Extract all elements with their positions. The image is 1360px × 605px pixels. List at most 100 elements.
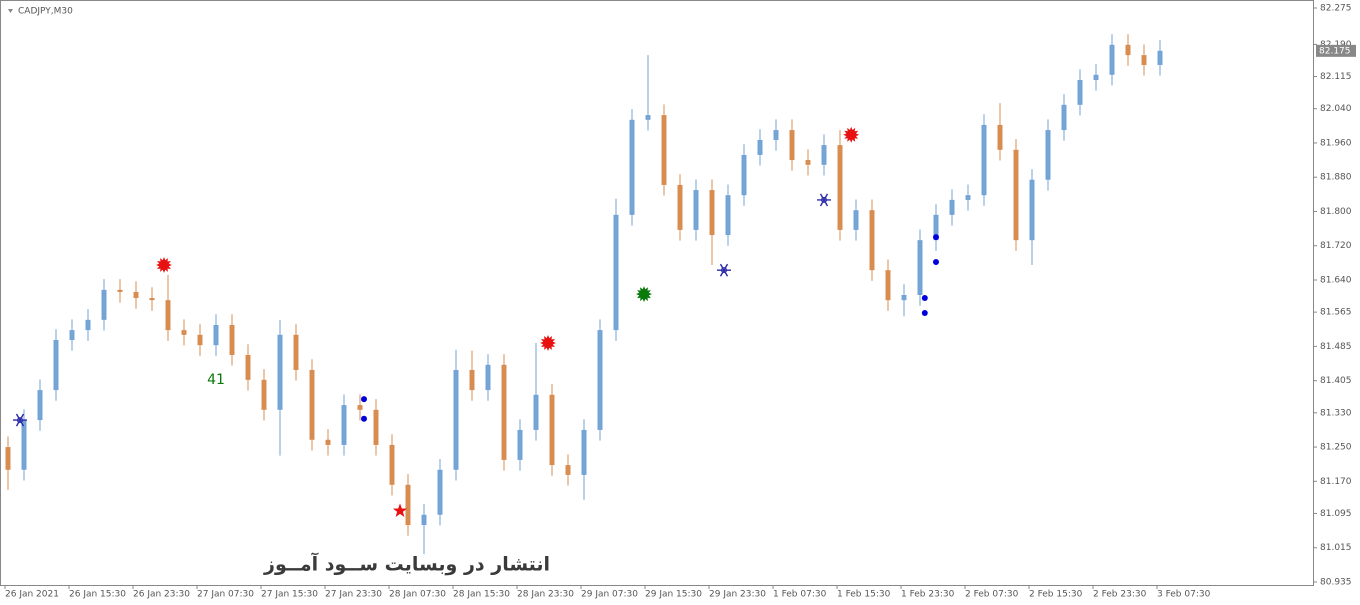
candle-body: [181, 330, 187, 335]
signal-sun: [636, 286, 652, 303]
candle-body: [501, 364, 507, 460]
y-tick-label: 82.040: [1320, 104, 1352, 114]
watermark: انتشار در وبسایت ســود آمــوز: [263, 552, 550, 576]
candle-body: [965, 195, 971, 200]
annotation: 41: [207, 372, 225, 388]
x-tick-label: 27 Jan 15:30: [261, 590, 318, 600]
signal-snowflake: [13, 413, 27, 427]
candle-body: [661, 115, 667, 185]
candle-body: [5, 447, 11, 470]
candle-body: [981, 124, 987, 196]
candle-body: [261, 379, 267, 410]
x-tick-label: 1 Feb 15:30: [837, 590, 891, 600]
signal-sun: [540, 335, 556, 351]
last-price-tag: [1316, 44, 1356, 57]
x-tick-label: 27 Jan 23:30: [325, 590, 382, 600]
candle-body: [1029, 179, 1035, 241]
x-tick-label: 2 Feb 07:30: [965, 590, 1019, 600]
candle-body: [485, 364, 491, 391]
x-tick-label: 26 Jan 2021: [5, 590, 59, 600]
signal-star: [392, 503, 408, 517]
candle-body: [469, 369, 475, 391]
candle-body: [245, 354, 251, 380]
candle-body: [21, 420, 27, 470]
candle-body: [1141, 55, 1147, 65]
y-tick-label: 81.095: [1320, 509, 1352, 519]
candle-body: [1013, 149, 1019, 241]
candle-body: [789, 130, 795, 161]
candle-body: [549, 394, 555, 466]
snowflake-core: [821, 196, 827, 203]
candle-body: [885, 270, 891, 301]
candle-body: [869, 210, 875, 271]
signal-dot: [921, 294, 928, 301]
candle-body: [773, 130, 779, 140]
y-tick-label: 81.405: [1320, 376, 1352, 386]
signal-snowflake: [717, 263, 731, 277]
y-tick-label: 81.170: [1320, 477, 1352, 487]
signal-dot: [933, 234, 939, 241]
candle-body: [533, 394, 539, 430]
candle-body: [901, 295, 907, 301]
y-tick-label: 81.565: [1320, 308, 1352, 318]
candle-body: [341, 405, 347, 445]
candle-body: [629, 119, 635, 215]
y-tick-label: 81.880: [1320, 173, 1352, 183]
menu-arrow: [8, 9, 13, 13]
candle-body: [517, 429, 523, 460]
y-tick-label: 82.275: [1320, 4, 1352, 14]
candle-body: [581, 429, 587, 475]
candle-body: [597, 330, 603, 430]
candle-body: [933, 214, 939, 241]
x-tick-label: 29 Jan 23:30: [709, 590, 766, 600]
candle-body: [709, 190, 715, 236]
y-tick-label: 81.640: [1320, 276, 1352, 286]
candle-body: [37, 390, 43, 421]
candle-body: [293, 334, 299, 370]
candle-body: [837, 145, 843, 230]
candle-body: [1061, 104, 1067, 131]
signal-sun: [843, 126, 860, 143]
y-tick-label: 81.330: [1320, 408, 1352, 418]
symbol-title: CADJPY,M30: [18, 7, 73, 17]
x-tick-label: 1 Feb 23:30: [901, 590, 955, 600]
x-tick-label: 3 Feb 07:30: [1157, 590, 1211, 600]
marks: [5, 34, 1163, 555]
candle-body: [277, 334, 283, 410]
signal-dot: [361, 396, 367, 403]
candle-body: [373, 409, 379, 445]
x-tick-label: 2 Feb 23:30: [1093, 590, 1147, 600]
y-tick-label: 81.250: [1320, 443, 1352, 453]
x-tick-label: 28 Jan 15:30: [453, 590, 510, 600]
candle-body: [1045, 130, 1051, 180]
candle-body: [565, 465, 571, 475]
candle-body: [1125, 44, 1131, 56]
signal-dot: [933, 259, 939, 266]
candle-body: [213, 324, 219, 346]
candle-body: [389, 444, 395, 485]
x-tick-label: 27 Jan 07:30: [197, 590, 254, 600]
candle-body: [805, 160, 811, 165]
candle-body: [821, 145, 827, 165]
candle-body: [165, 300, 171, 331]
signal-dot: [921, 309, 928, 316]
candle-body: [757, 139, 763, 155]
x-tick-label: 29 Jan 07:30: [581, 590, 638, 600]
snowflake-core: [721, 267, 727, 274]
candle-body: [741, 154, 747, 196]
candle-body: [437, 469, 443, 515]
candle-body: [677, 184, 683, 230]
y-tick-label: 81.720: [1320, 241, 1352, 251]
candle-body: [645, 115, 651, 120]
x-tick-label: 26 Jan 23:30: [133, 590, 190, 600]
candle-body: [853, 210, 859, 230]
candle-body: [453, 369, 459, 470]
candle-body: [405, 484, 411, 526]
y-tick-label: 81.800: [1320, 207, 1352, 217]
candle-body: [917, 240, 923, 295]
candle-body: [85, 319, 91, 331]
candle-body: [1157, 50, 1163, 65]
candle-body: [613, 214, 619, 331]
candle-body: [149, 297, 155, 301]
